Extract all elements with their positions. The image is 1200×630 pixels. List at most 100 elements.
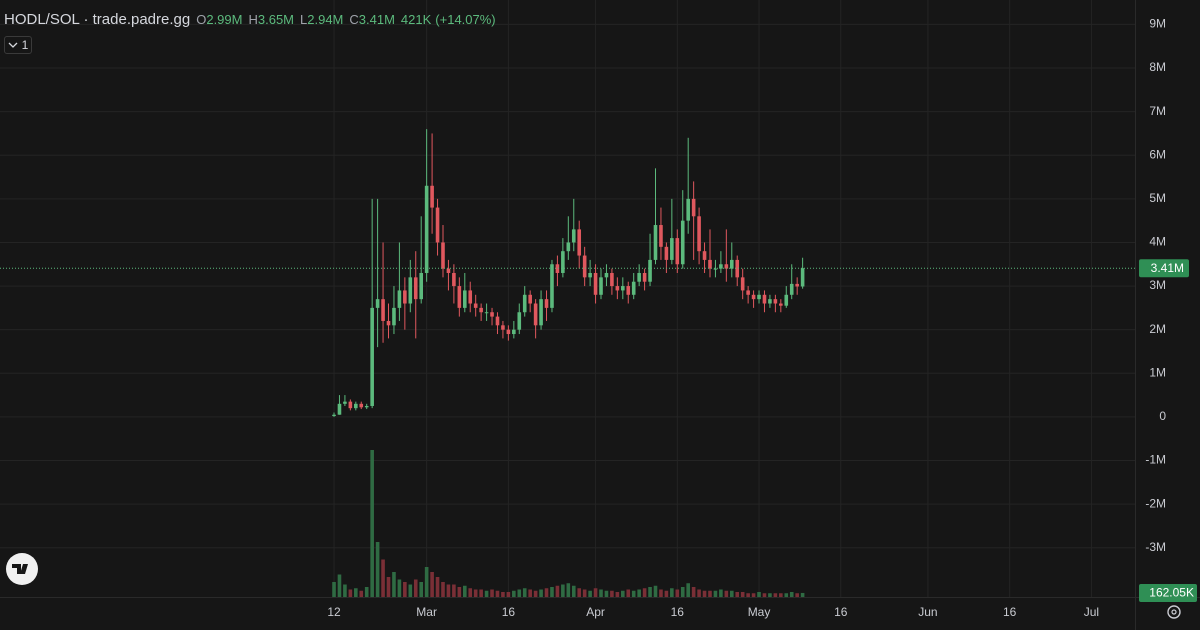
candle-body <box>539 299 543 326</box>
ohlc-key: L <box>300 12 308 27</box>
candle-body <box>544 299 549 308</box>
price-label: 3.41M <box>1151 261 1184 275</box>
candle-body <box>724 264 729 269</box>
volume-bar <box>479 589 483 597</box>
volume-bar <box>539 589 543 597</box>
candle-body <box>648 259 652 282</box>
candle-body <box>413 277 418 300</box>
volume-bar <box>566 583 571 597</box>
candle-body <box>381 299 385 321</box>
volume-bar <box>621 590 625 597</box>
volume-bar <box>691 587 696 597</box>
ohlc: O 2.99M H 3.65M L 2.94M C 3.41M <box>190 12 395 27</box>
candle-body <box>784 294 789 306</box>
ohlc-key: O <box>196 12 207 27</box>
volume-bar <box>348 589 353 597</box>
candle-body <box>795 283 799 287</box>
indicator-toggle[interactable]: 1 <box>4 36 32 54</box>
volume-bar <box>386 577 391 597</box>
candle-body <box>582 255 587 278</box>
volume-bar <box>599 589 603 597</box>
volume-bar <box>795 593 799 597</box>
candle-body <box>522 294 527 313</box>
candle-body <box>533 303 538 326</box>
x-tick-label: 16 <box>671 605 685 619</box>
volume-bar <box>724 590 729 597</box>
y-tick-label: 7M <box>1149 104 1166 118</box>
volume-bar <box>555 585 560 597</box>
candle-body <box>779 303 783 306</box>
volume-bar <box>708 590 712 597</box>
candle-body <box>697 216 701 252</box>
legend: HODL/SOL · trade.padre.gg O 2.99M H 3.65M L 2… <box>4 11 496 28</box>
candle-body <box>359 403 364 408</box>
candle-body <box>659 225 663 247</box>
volume-bar <box>408 584 413 597</box>
volume-bar <box>664 590 669 597</box>
ohlc-value: 2.94M <box>307 12 344 27</box>
x-tick-label: May <box>748 605 771 619</box>
y-tick-label: 8M <box>1149 60 1166 74</box>
ohlc-key: C <box>349 12 359 27</box>
candle-body <box>468 290 473 304</box>
candle-body <box>354 403 358 409</box>
candle-body <box>789 283 794 295</box>
candle-body <box>512 329 516 335</box>
candle-body <box>479 307 483 313</box>
candle-body <box>566 242 571 252</box>
volume-bar <box>381 559 385 597</box>
candle-body <box>713 268 718 270</box>
volume-bar <box>343 584 347 597</box>
candle-body <box>484 312 489 314</box>
volume-bar <box>501 592 505 597</box>
candle-body <box>735 259 740 278</box>
candle-body <box>593 272 598 295</box>
candle-body <box>740 277 745 291</box>
candle-body <box>343 401 347 404</box>
candle-body <box>621 286 625 291</box>
volume-bar <box>751 593 756 597</box>
volume-bar <box>397 579 402 597</box>
candle-body <box>441 242 445 269</box>
volume-bar <box>713 590 718 597</box>
candle-body <box>800 268 805 287</box>
candle-body <box>375 299 380 308</box>
candle-body <box>615 286 620 291</box>
ohlc-key: H <box>248 12 258 27</box>
candle-body <box>702 251 707 260</box>
candle-body <box>430 185 434 208</box>
volume-bar <box>446 584 451 597</box>
candle-body <box>599 277 603 295</box>
volume-bar <box>517 589 522 597</box>
volume-bar <box>359 590 364 597</box>
volume-bar <box>473 589 478 597</box>
candle-body <box>610 272 614 287</box>
candle-body <box>637 272 641 282</box>
y-tick-label: 1M <box>1149 365 1166 379</box>
x-tick-label: Jul <box>1084 605 1099 619</box>
candle-body <box>680 220 685 265</box>
volume-bar <box>354 588 358 597</box>
x-tick-label: 12 <box>327 605 341 619</box>
candle-body <box>501 325 505 330</box>
candle-body <box>490 312 494 317</box>
candle-body <box>337 403 342 415</box>
indicator-count: 1 <box>21 38 29 52</box>
candle-body <box>762 294 767 304</box>
settings-icon[interactable] <box>1167 605 1181 619</box>
candle-body <box>626 286 631 295</box>
symbol: HODL/SOL · trade.padre.gg <box>4 11 191 28</box>
candle-body <box>392 307 396 326</box>
volume-bar <box>631 590 636 597</box>
x-tick-label: Jun <box>918 605 937 619</box>
y-tick-label: 5M <box>1149 191 1166 205</box>
candle-body <box>348 401 353 409</box>
candle-body <box>642 272 647 282</box>
candle-body <box>419 272 423 300</box>
x-tick-label: 16 <box>1003 605 1017 619</box>
volume-bar <box>637 589 641 597</box>
volume-bar <box>457 587 462 597</box>
volume-bar <box>512 590 516 597</box>
candle-body <box>435 207 440 243</box>
volume-label-box <box>1139 583 1197 602</box>
